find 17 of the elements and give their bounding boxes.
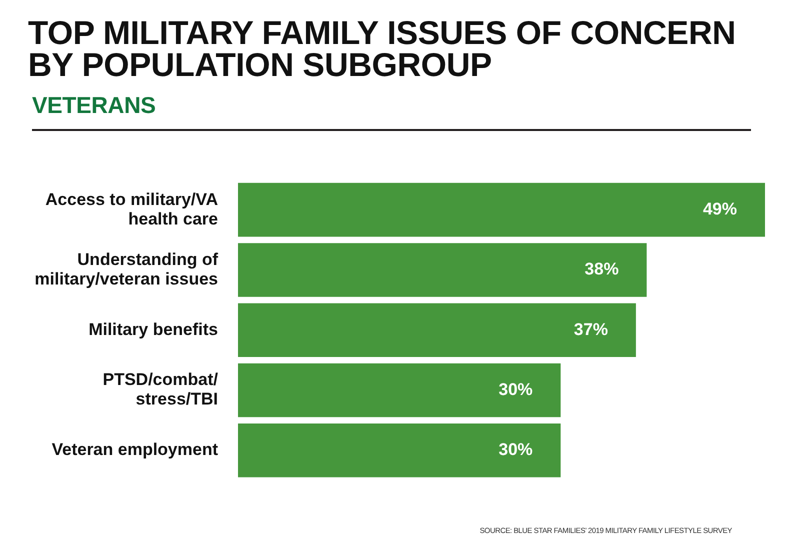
y-tick-label: Veteran employment [52,440,218,460]
y-tick-label: PTSD/combat/ stress/TBI [102,370,218,409]
y-tick-label: Military benefits [88,320,218,339]
data-label: 38% [584,260,619,279]
y-tick-label: Understanding of military/veteran issues [34,250,218,288]
data-label: 49% [702,200,737,219]
y-tick-label: Access to military/VA health care [45,190,218,228]
bar [238,182,765,237]
data-label: 30% [498,380,533,399]
bar [238,423,561,478]
bar [238,363,561,418]
chart-title: TOP MILITARY FAMILY ISSUES OF CONCERN BY POPULATION SUBGROUP [28,14,737,83]
bar [238,243,647,297]
data-label: 30% [498,440,533,460]
bar [238,303,636,358]
data-label: 37% [574,320,608,339]
chart-subtitle: VETERANS [32,92,156,118]
